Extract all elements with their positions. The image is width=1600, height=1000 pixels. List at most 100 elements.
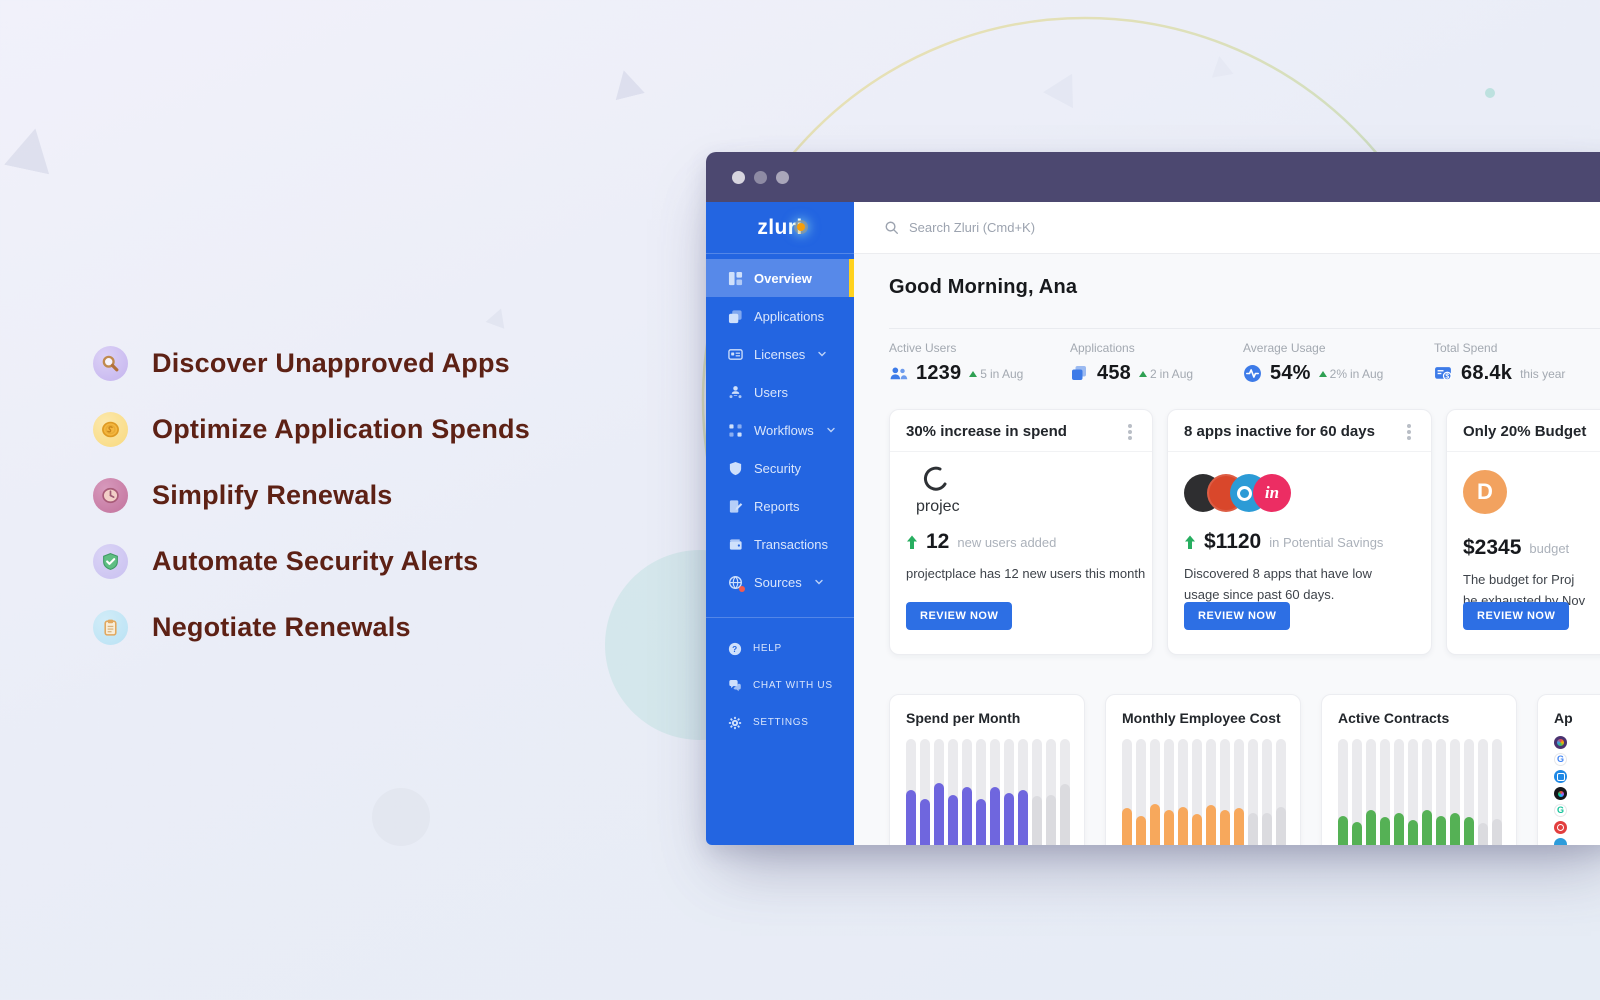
sidebar-item-workflows[interactable]: Workflows	[706, 411, 854, 449]
review-now-button[interactable]: REVIEW NOW	[1184, 602, 1291, 630]
main-panel: Good Morning, Ana Active Users 1239 5in …	[854, 202, 1600, 845]
clock-3d-icon	[93, 477, 128, 513]
review-now-button[interactable]: REVIEW NOW	[1463, 602, 1570, 630]
up-arrow-icon	[907, 535, 917, 549]
traffic-light-close[interactable]	[732, 170, 745, 184]
stat-value: 1239	[916, 362, 962, 384]
sidebar-item-label: Applications	[754, 308, 825, 324]
gear-icon	[728, 716, 742, 730]
sidebar-item-label: CHAT WITH US	[753, 680, 833, 691]
card-title: 8 apps inactive for 60 days	[1184, 423, 1375, 440]
app-icon-blue-square	[1554, 770, 1567, 783]
bar	[1422, 809, 1432, 845]
stat-delta: 2% in Aug	[1318, 367, 1383, 381]
chart-card-monthly-employee-cost: Monthly Employee Cost	[1105, 694, 1301, 845]
app-icon-purple	[1554, 736, 1567, 749]
svg-text:$: $	[1445, 373, 1449, 380]
feature-label: Simplify Renewals	[152, 479, 393, 510]
bar-track	[1192, 739, 1202, 845]
bar	[920, 799, 930, 845]
bar-track	[1206, 739, 1216, 845]
coin-3d-icon	[93, 411, 128, 447]
bar	[1478, 823, 1488, 845]
stat-label: Average Usage	[1243, 341, 1326, 355]
app-icon-stack: in	[1184, 464, 1415, 522]
stat-label: Total Spend	[1434, 341, 1498, 355]
sidebar-item-users[interactable]: Users	[706, 373, 854, 411]
bar	[948, 794, 958, 845]
bar	[906, 790, 916, 845]
sidebar-item-applications[interactable]: Applications	[706, 297, 854, 335]
chevron-down-icon	[818, 351, 827, 357]
chat-bubbles-icon	[728, 679, 742, 693]
bar	[1450, 812, 1460, 845]
traffic-light-minimize[interactable]	[754, 170, 767, 184]
bar	[990, 787, 1000, 845]
stat-applications: Applications 458 2 in Aug	[1070, 341, 1243, 385]
stat-label: Active Users	[889, 341, 957, 355]
review-now-button[interactable]: REVIEW NOW	[906, 602, 1013, 630]
sidebar-nav: Overview Applications Licenses Users	[706, 254, 854, 601]
sidebar-item-licenses[interactable]: Licenses	[706, 335, 854, 373]
sidebar-item-chat[interactable]: CHAT WITH US	[706, 667, 854, 704]
search-input[interactable]	[909, 220, 1329, 235]
sidebar-item-label: SETTINGS	[753, 717, 809, 728]
bar-track	[1164, 739, 1174, 845]
zluri-logo[interactable]: zluri	[757, 215, 803, 239]
traffic-light-maximize[interactable]	[776, 170, 789, 184]
feature-item: Discover Unapproved Apps	[93, 330, 530, 396]
bar	[1464, 817, 1474, 845]
bar	[1492, 818, 1502, 845]
chart-title: Active Contracts	[1338, 710, 1450, 726]
bar-track	[1464, 739, 1474, 845]
applications-icon	[728, 309, 743, 324]
sources-badge-dot	[739, 585, 745, 592]
bar-chart	[1338, 739, 1502, 845]
bar	[1276, 806, 1286, 845]
bar	[1060, 784, 1070, 845]
logo-row: zluri	[706, 202, 854, 254]
bar-track	[1478, 739, 1488, 845]
bar-track	[1122, 739, 1132, 845]
feature-item: Negotiate Renewals	[93, 594, 530, 660]
kebab-menu-icon[interactable]	[1407, 429, 1411, 434]
bar-track	[920, 739, 930, 845]
sidebar-item-settings[interactable]: SETTINGS	[706, 704, 854, 741]
sidebar-item-transactions[interactable]: Transactions	[706, 525, 854, 563]
chart-title: Spend per Month	[906, 710, 1021, 726]
sidebar-item-sources[interactable]: Sources	[706, 563, 854, 601]
bar-chart	[906, 739, 1070, 845]
projectplace-logo-text: projec	[916, 498, 960, 515]
card-description: projectplace has 12 new users this month	[906, 566, 1146, 581]
shield-3d-icon	[93, 543, 128, 579]
app-window: zluri Overview Applications Licenses	[706, 152, 1600, 845]
reports-icon	[728, 499, 743, 514]
stat-delta: 5 in Aug	[969, 367, 1023, 381]
grammarly-app-icon: G	[1554, 804, 1567, 817]
bar-track	[1408, 739, 1418, 845]
sidebar-footer: ? HELP CHAT WITH US SETTINGS	[706, 630, 854, 741]
bar	[934, 782, 944, 845]
card-metric: $2345	[1463, 536, 1522, 559]
sidebar-item-reports[interactable]: Reports	[706, 487, 854, 525]
applications-stat-icon	[1070, 364, 1089, 383]
bar-track	[1018, 739, 1028, 845]
card-description: Discovered 8 apps that have low usage si…	[1184, 566, 1372, 602]
bar-track	[1338, 739, 1348, 845]
bar	[1136, 815, 1146, 845]
sidebar-item-label: Users	[754, 384, 788, 400]
bar-track	[1394, 739, 1404, 845]
bar	[1352, 821, 1362, 845]
sidebar: zluri Overview Applications Licenses	[706, 202, 854, 845]
bar-track	[1436, 739, 1446, 845]
kebab-menu-icon[interactable]	[1128, 429, 1132, 434]
bar-track	[1450, 739, 1460, 845]
bar-track	[1178, 739, 1188, 845]
bar	[1220, 809, 1230, 845]
sidebar-item-overview[interactable]: Overview	[706, 259, 854, 297]
feature-list: Discover Unapproved Apps Optimize Applic…	[93, 330, 530, 660]
stat-delta: this year	[1520, 366, 1566, 381]
card-metric-suffix: in Potential Savings	[1269, 534, 1384, 550]
sidebar-item-help[interactable]: ? HELP	[706, 630, 854, 667]
sidebar-item-security[interactable]: Security	[706, 449, 854, 487]
